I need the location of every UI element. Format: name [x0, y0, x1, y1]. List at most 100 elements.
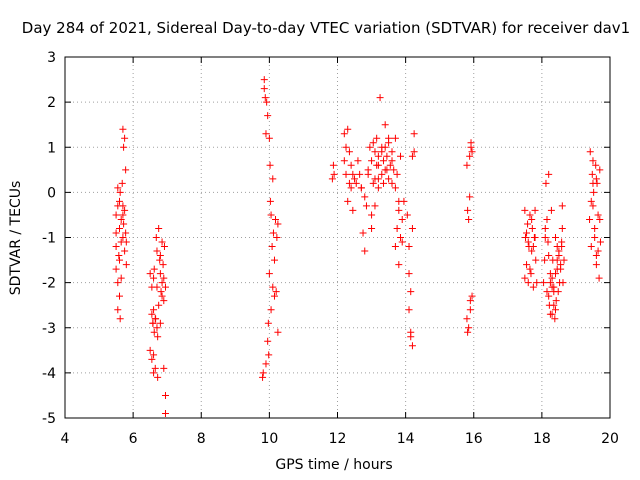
data-point — [397, 152, 405, 160]
data-point — [553, 256, 561, 264]
data-point — [155, 224, 163, 232]
y-axis: -5 -4 -3 -2 -1 0 1 2 3 — [42, 50, 610, 427]
data-point — [114, 184, 122, 192]
data-point — [383, 166, 391, 174]
data-point — [543, 288, 551, 296]
data-point — [587, 243, 595, 251]
data-point — [596, 238, 604, 246]
x-axis-label: GPS time / hours — [275, 457, 392, 473]
data-point — [160, 364, 168, 372]
data-point — [259, 373, 267, 381]
data-point — [592, 261, 600, 269]
data-point — [361, 193, 369, 201]
data-point — [553, 243, 561, 251]
x-tick-label: 16 — [465, 431, 483, 447]
data-point — [410, 148, 418, 156]
data-point — [465, 324, 473, 332]
data-point — [112, 229, 120, 237]
data-point — [586, 215, 594, 223]
x-tick-label: 10 — [260, 431, 278, 447]
data-point — [551, 315, 559, 323]
data-point — [156, 256, 164, 264]
data-point — [354, 157, 362, 165]
chart-title: Day 284 of 2021, Sidereal Day-to-day VTE… — [22, 19, 630, 37]
data-point — [344, 125, 352, 133]
data-point — [385, 134, 393, 142]
data-point — [361, 247, 369, 255]
data-point — [116, 292, 123, 300]
data-point — [329, 161, 337, 169]
data-point — [150, 328, 158, 336]
data-point — [268, 243, 276, 251]
data-point — [592, 252, 600, 260]
data-point — [397, 234, 405, 241]
data-point — [152, 315, 160, 323]
data-point — [160, 274, 168, 282]
data-point — [344, 197, 352, 205]
data-point — [161, 283, 169, 291]
data-point — [368, 157, 376, 165]
data-point — [526, 211, 534, 219]
data-point — [349, 206, 357, 214]
data-point — [558, 224, 566, 232]
data-point — [119, 202, 127, 210]
data-point — [340, 157, 348, 165]
data-point — [550, 288, 558, 296]
data-point — [545, 292, 553, 300]
data-point — [150, 306, 158, 314]
data-point — [543, 215, 551, 223]
data-point — [379, 157, 387, 165]
data-point — [359, 229, 367, 237]
data-point — [121, 134, 129, 142]
data-point — [560, 256, 568, 264]
data-point — [391, 134, 399, 142]
data-point — [119, 211, 127, 219]
data-point — [121, 247, 129, 255]
x-tick-label: 12 — [329, 431, 347, 447]
data-point — [270, 256, 278, 264]
data-point — [262, 360, 270, 368]
data-point — [395, 206, 403, 214]
data-point — [119, 234, 127, 241]
data-point — [531, 234, 539, 241]
data-point — [405, 306, 413, 314]
data-point — [330, 170, 338, 178]
data-point — [115, 252, 123, 260]
y-tick-label: 1 — [47, 140, 56, 156]
data-point — [557, 265, 565, 273]
data-point — [120, 220, 128, 228]
data-point — [161, 409, 169, 417]
data-point — [269, 283, 277, 291]
data-point — [150, 351, 158, 359]
data-point — [148, 283, 156, 291]
data-point — [119, 125, 127, 133]
data-point — [378, 170, 386, 178]
data-point — [589, 157, 597, 165]
data-point — [116, 315, 124, 323]
data-point — [391, 243, 399, 251]
data-point — [148, 355, 156, 363]
data-point — [596, 166, 604, 174]
data-point — [272, 215, 280, 223]
data-point — [541, 234, 549, 241]
data-point — [405, 270, 413, 278]
data-point — [552, 306, 559, 314]
data-point — [528, 224, 536, 232]
data-point — [122, 261, 130, 269]
data-point — [259, 369, 267, 377]
data-point — [272, 288, 280, 296]
data-point — [159, 261, 167, 269]
data-point — [345, 148, 353, 156]
data-point — [550, 301, 558, 309]
data-point — [466, 193, 474, 201]
x-tick-label: 4 — [61, 431, 70, 447]
data-point — [154, 373, 162, 381]
data-point — [463, 315, 471, 323]
x-tick-label: 14 — [397, 431, 415, 447]
data-point — [393, 170, 401, 178]
data-point — [352, 179, 360, 187]
data-point — [548, 283, 556, 291]
data-point — [116, 197, 123, 205]
data-point — [116, 188, 124, 196]
data-point — [160, 297, 168, 305]
